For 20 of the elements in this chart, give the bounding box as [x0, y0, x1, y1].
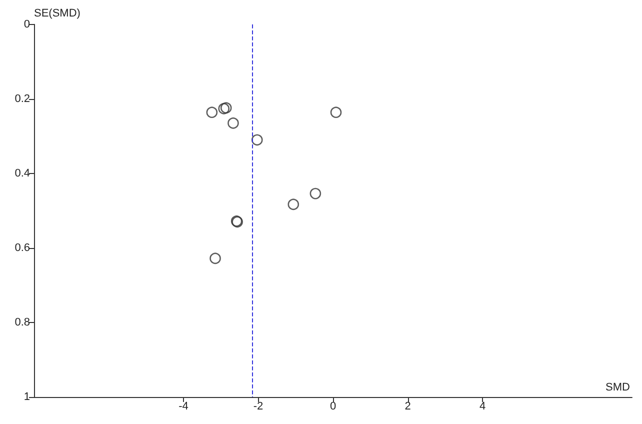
point	[251, 134, 263, 146]
x-tick-label: 4	[479, 400, 486, 412]
point	[206, 106, 218, 118]
x-tick-label: 2	[404, 400, 411, 412]
y-tick-label: 0.4	[14, 167, 30, 180]
y-tick-label: 0	[24, 18, 30, 30]
x-tick-label: -2	[253, 400, 264, 412]
y-tick-label: 0.6	[14, 242, 30, 254]
y-tick-label: 0.2	[14, 92, 30, 105]
x-tick-label: -4	[178, 400, 188, 412]
point	[288, 198, 300, 210]
point	[310, 188, 322, 200]
x-axis-title: SMD	[606, 382, 630, 394]
point	[210, 252, 221, 264]
y-tick-label: 1	[24, 391, 30, 403]
y-tick-label: 0.8	[14, 316, 30, 328]
point	[228, 117, 239, 129]
y-axis-title: SE(SMD)	[34, 8, 80, 20]
point	[330, 106, 342, 118]
x-tick-label: 0	[330, 400, 336, 412]
